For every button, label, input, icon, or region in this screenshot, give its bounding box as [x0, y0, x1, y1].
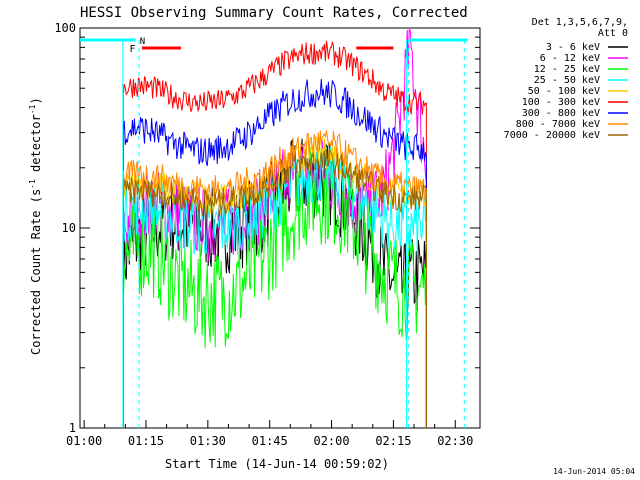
y-axis-label-sup1: -1 — [28, 179, 37, 189]
y-axis-label-mid: detector — [29, 114, 43, 179]
series-trace — [122, 130, 427, 428]
y-axis-label-main: Corrected Count Rate (s — [29, 189, 43, 355]
y-tick-label: 100 — [54, 21, 76, 35]
x-tick-label: 01:15 — [128, 434, 164, 448]
legend-entry-label: 7000 - 20000 keV — [504, 130, 600, 141]
annotation-layer: NF — [80, 37, 468, 428]
y-axis-label-sup2: -1 — [28, 104, 37, 114]
x-tick-label: 01:30 — [190, 434, 226, 448]
timestamp: 14-Jun-2014 05:04 — [553, 467, 635, 476]
legend-entry-label: 800 - 7000 keV — [516, 119, 600, 130]
y-axis-ticks: 1 10 100 — [54, 21, 480, 435]
legend-entry-label: 25 - 50 keV — [534, 75, 600, 86]
legend-header-2: Att 0 — [598, 28, 628, 39]
series-trace — [122, 147, 427, 428]
y-axis-label-end: ) — [29, 97, 43, 104]
series-800-7000-kev — [122, 130, 427, 428]
y-tick-label: 1 — [69, 421, 76, 435]
flare-label: F — [129, 44, 135, 55]
y-axis-label: Corrected Count Rate (s-1 detector-1) — [28, 97, 43, 355]
legend-entry-label: 50 - 100 keV — [528, 86, 600, 97]
series-25-50-kev — [122, 142, 427, 428]
x-tick-label: 02:30 — [437, 434, 473, 448]
series-300-800-kev — [122, 78, 427, 428]
series-trace — [122, 40, 427, 428]
y-tick-label: 10 — [62, 221, 76, 235]
x-axis-ticks: 01:00 01:15 01:30 01:45 02:00 02:15 02:30 — [66, 420, 473, 448]
series-trace — [122, 148, 427, 428]
series-12-25-kev — [122, 147, 427, 428]
night-label: N — [140, 37, 145, 47]
legend-entry-label: 100 - 300 keV — [522, 97, 600, 108]
x-tick-label: 01:00 — [66, 434, 102, 448]
x-tick-label: 01:45 — [252, 434, 288, 448]
chart-title: HESSI Observing Summary Count Rates, Cor… — [80, 5, 468, 21]
legend-entry-label: 300 - 800 keV — [522, 108, 600, 119]
series-trace — [122, 142, 427, 428]
legend-entry-label: 6 - 12 keV — [540, 53, 600, 64]
series-100-300-kev — [122, 40, 427, 428]
legend-entry-label: 12 - 25 keV — [534, 64, 600, 75]
series-trace — [122, 78, 427, 428]
series-7000-20000-kev — [122, 148, 427, 428]
x-tick-label: 02:00 — [313, 434, 349, 448]
x-axis-label: Start Time (14-Jun-14 00:59:02) — [165, 457, 389, 471]
legend-header-1: Det 1,3,5,6,7,9, — [532, 17, 628, 28]
x-tick-label: 02:15 — [375, 434, 411, 448]
series-layer — [122, 29, 427, 428]
legend-entry-label: 3 - 6 keV — [546, 42, 600, 53]
